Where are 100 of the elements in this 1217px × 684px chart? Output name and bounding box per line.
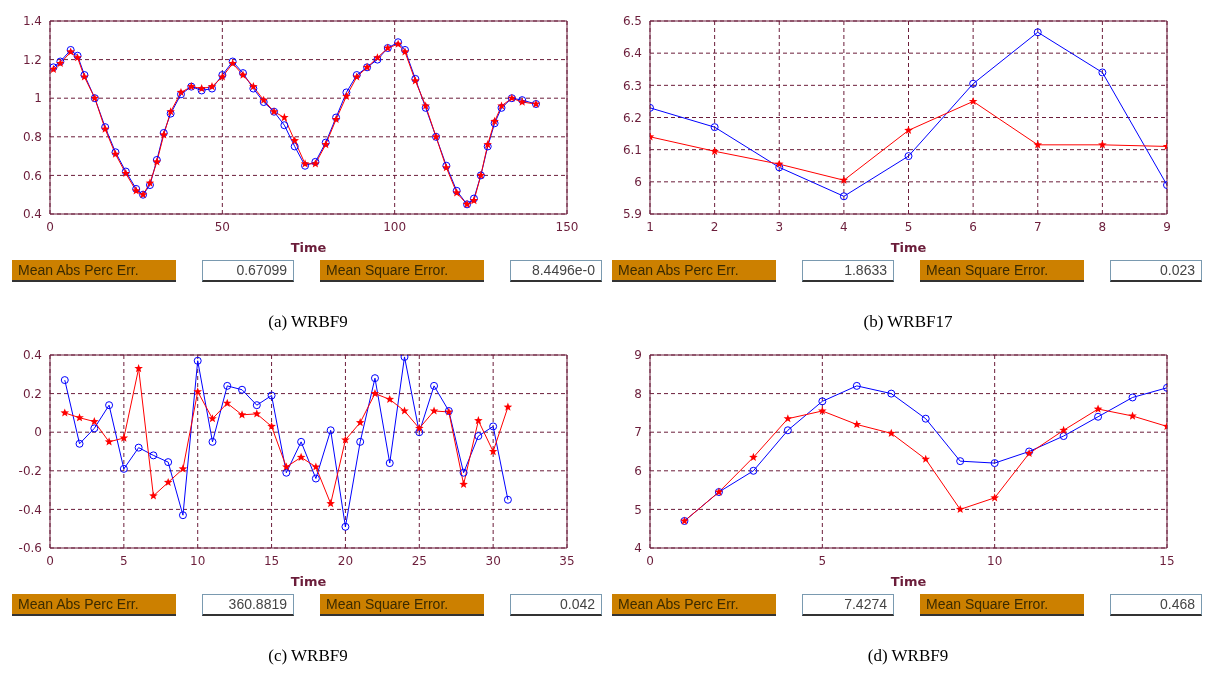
point <box>193 387 202 396</box>
point <box>955 504 965 514</box>
y-tick-label: 6.5 <box>622 14 642 29</box>
point <box>783 414 793 423</box>
point <box>163 477 173 487</box>
text: 0.67099 <box>202 260 294 282</box>
point <box>1128 411 1137 420</box>
text: 1.8633 <box>802 260 894 282</box>
point <box>60 408 70 417</box>
point <box>385 394 395 404</box>
x-tick-label: 30 <box>485 553 501 568</box>
point <box>887 389 896 398</box>
x-tick-label: 0 <box>46 553 54 568</box>
y-tick-label: 7 <box>634 425 642 440</box>
text: 0.042 <box>510 594 602 616</box>
y-tick-label: 0.6 <box>22 168 42 183</box>
point <box>282 468 291 477</box>
x-tick-label: 10 <box>190 553 206 568</box>
y-tick-label: 8 <box>634 386 642 401</box>
point <box>105 401 114 410</box>
x-axis-title: Time <box>890 240 927 255</box>
point <box>710 146 719 155</box>
x-axis-title: Time <box>290 240 327 255</box>
point <box>886 428 896 437</box>
x-tick-label: 50 <box>214 219 230 234</box>
point <box>311 462 321 471</box>
point <box>326 499 335 508</box>
point <box>104 437 114 446</box>
point <box>326 426 335 435</box>
point <box>474 416 483 425</box>
x-tick-label: 25 <box>411 553 427 568</box>
point <box>90 417 99 426</box>
text: Mean Square Error. <box>320 260 484 282</box>
text: Mean Square Error. <box>920 260 1084 282</box>
y-tick-label: 5.9 <box>622 207 642 222</box>
y-tick-label: -0.2 <box>18 464 42 479</box>
x-tick-label: 10 <box>987 553 1003 568</box>
point <box>134 443 143 452</box>
y-tick-label: 1 <box>34 91 42 106</box>
text: 0.468 <box>1110 594 1202 616</box>
point <box>839 192 848 201</box>
point <box>90 424 99 433</box>
point <box>1059 425 1068 434</box>
point <box>119 433 129 442</box>
point <box>356 437 365 446</box>
point <box>75 413 84 422</box>
x-tick-label: 5 <box>120 553 128 568</box>
point <box>252 409 262 418</box>
x-tick-label: 6 <box>969 219 977 234</box>
point <box>1059 432 1068 441</box>
point <box>280 113 289 122</box>
point <box>238 385 247 394</box>
x-tick-label: 15 <box>1159 553 1175 568</box>
point <box>252 401 261 410</box>
point <box>282 462 291 471</box>
y-tick-label: 9 <box>634 348 642 363</box>
point <box>208 414 217 423</box>
point <box>1033 28 1042 37</box>
point <box>990 493 999 502</box>
point <box>164 458 173 467</box>
y-tick-label: 0.8 <box>22 130 42 145</box>
text: (b) WRBF17 <box>862 312 954 332</box>
point <box>290 136 299 145</box>
point <box>237 410 247 419</box>
x-tick-label: 5 <box>818 553 827 568</box>
y-tick-label: 6.1 <box>622 142 642 157</box>
x-tick-label: 150 <box>555 219 579 234</box>
point <box>178 511 187 520</box>
text: Mean Abs Perc Err. <box>612 260 776 282</box>
point <box>818 397 827 406</box>
point <box>852 381 861 390</box>
text: 8.4496e-0 <box>510 260 602 282</box>
y-tick-label: 6.3 <box>622 78 642 93</box>
point <box>749 452 758 461</box>
y-tick-label: 6 <box>634 464 642 479</box>
point <box>60 376 69 385</box>
text: Mean Abs Perc Err. <box>612 594 776 616</box>
point <box>415 423 424 432</box>
y-tick-label: 1.2 <box>22 52 42 67</box>
point <box>921 454 931 463</box>
point <box>193 356 202 365</box>
text: 0.023 <box>1110 260 1202 282</box>
x-tick-label: 100 <box>383 219 407 234</box>
point <box>1094 412 1103 421</box>
point <box>818 406 827 415</box>
y-tick-label: 0 <box>34 425 42 440</box>
x-tick-label: 8 <box>1098 219 1107 234</box>
point <box>459 468 468 477</box>
text: Mean Abs Perc Err. <box>12 260 176 282</box>
point <box>430 381 439 390</box>
x-tick-label: 9 <box>1163 219 1171 234</box>
point <box>921 414 930 423</box>
x-tick-label: 0 <box>46 219 54 234</box>
point <box>267 391 276 400</box>
point <box>852 419 862 429</box>
y-tick-label: 0.4 <box>22 207 42 222</box>
point <box>774 159 784 168</box>
x-tick-label: 0 <box>646 553 654 568</box>
point <box>311 474 320 483</box>
point <box>1098 140 1107 149</box>
